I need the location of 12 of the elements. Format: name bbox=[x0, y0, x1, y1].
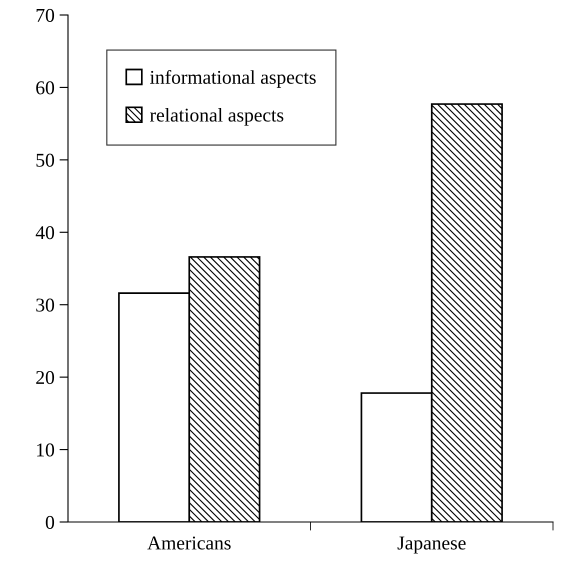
y-tick-label: 50 bbox=[36, 154, 54, 167]
x-tick-label: Americans bbox=[147, 536, 231, 550]
legend-label: informational aspects bbox=[150, 70, 316, 88]
y-tick-label: 0 bbox=[46, 516, 54, 529]
y-tick-label: 40 bbox=[36, 226, 54, 240]
y-tick-label: 20 bbox=[36, 370, 54, 384]
y-tick-label: 70 bbox=[36, 8, 54, 22]
x-tick-label: Japanese bbox=[398, 536, 466, 554]
y-tick-label: 10 bbox=[37, 443, 54, 457]
legend-label: relational aspects bbox=[150, 108, 284, 126]
y-tick-label: 60 bbox=[36, 81, 54, 94]
y-tick-label: 30 bbox=[36, 298, 54, 312]
